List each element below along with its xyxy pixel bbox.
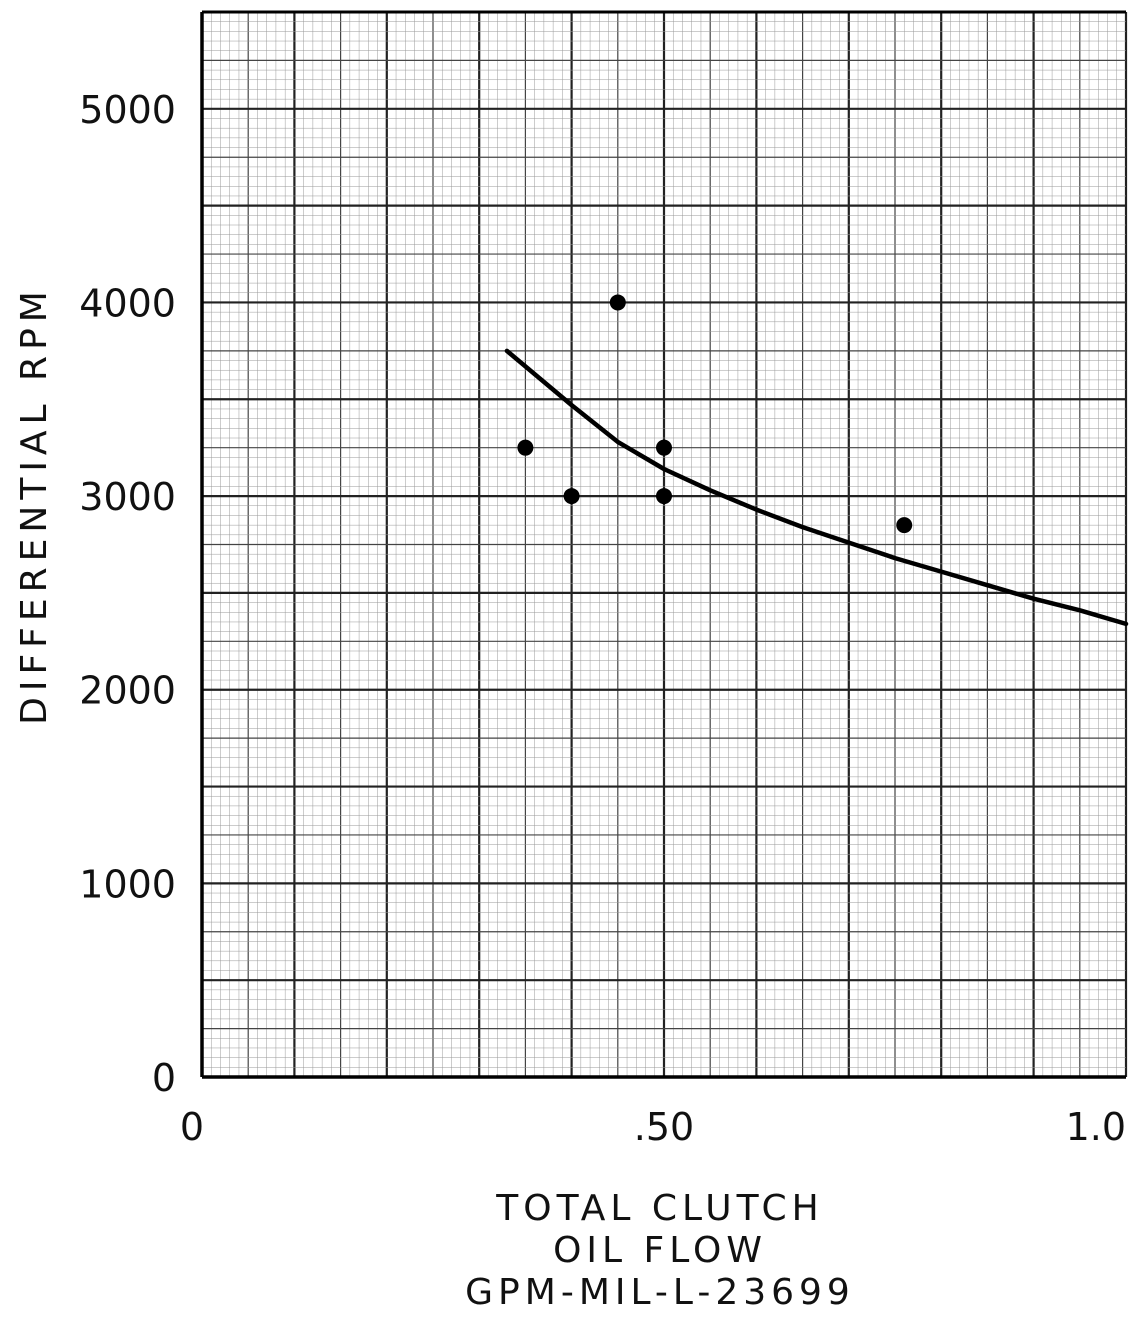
data-point (609, 294, 626, 311)
data-point (563, 488, 580, 505)
y-tick-label: 3000 (79, 475, 176, 519)
x-axis-label-line-1: TOTAL CLUTCH (496, 1188, 824, 1229)
tick-labels-layer: 0 1000 2000 3000 4000 5000 0 .50 1.0 (79, 88, 1126, 1149)
x-tick-label: 1.0 (1066, 1105, 1126, 1149)
x-tick-label: 0 (180, 1105, 204, 1149)
y-axis-label: DIFFERENTIAL RPM (14, 285, 55, 725)
data-point (896, 517, 913, 534)
fit-curve (504, 348, 1129, 627)
x-axis-label-line-3: GPM-MIL-L-23699 (465, 1272, 855, 1313)
data-points-layer (517, 294, 913, 534)
axes (200, 10, 1126, 1079)
y-tick-label: 4000 (79, 281, 176, 325)
y-tick-label: 0 (152, 1056, 176, 1100)
y-tick-label: 5000 (79, 88, 176, 132)
fit-curve-layer (504, 348, 1129, 627)
y-tick-label: 1000 (79, 862, 176, 906)
x-tick-label: .50 (634, 1105, 694, 1149)
data-point (656, 488, 672, 505)
y-tick-label: 2000 (79, 669, 176, 713)
data-point (517, 439, 534, 456)
data-point (656, 439, 672, 456)
grid (200, 10, 1128, 1079)
x-axis-label-line-2: OIL FLOW (553, 1230, 767, 1271)
